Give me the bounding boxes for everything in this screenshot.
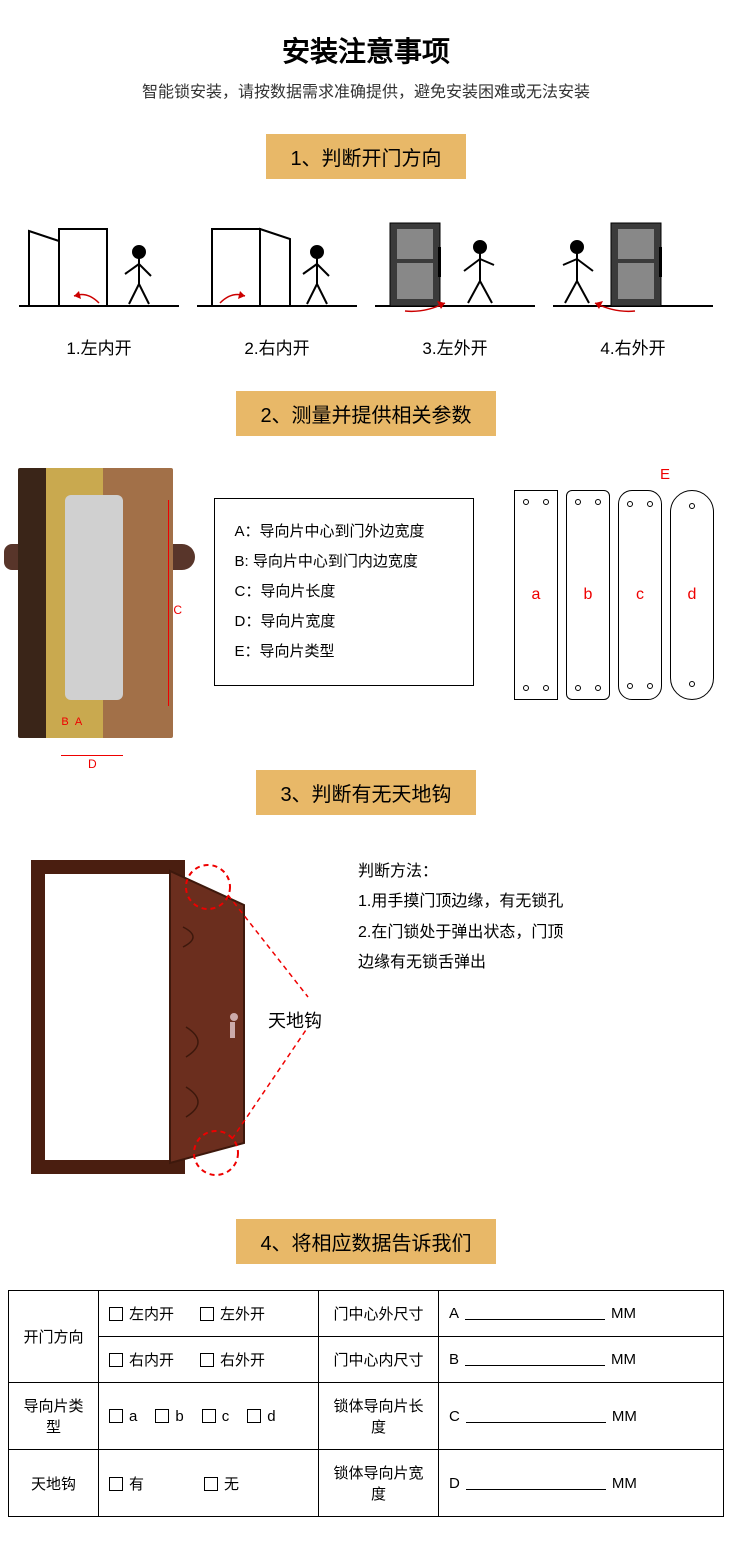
form-label-hook: 天地钩 bbox=[9, 1450, 99, 1517]
label-center-out: 门中心外尺寸 bbox=[319, 1291, 439, 1337]
section-header-3: 3、判断有无天地钩 bbox=[256, 770, 475, 815]
door-label: 1.左内开 bbox=[17, 334, 182, 359]
door-item: 2.右内开 bbox=[195, 211, 360, 359]
door-right-out-icon bbox=[553, 211, 713, 321]
field-a[interactable]: AMM bbox=[439, 1291, 724, 1337]
checkbox-right-in[interactable]: 右内开 bbox=[109, 1349, 174, 1370]
plate-a: a bbox=[514, 490, 558, 700]
label-guide-width: 锁体导向片宽度 bbox=[319, 1450, 439, 1517]
checkbox-right-out[interactable]: 右外开 bbox=[200, 1349, 265, 1370]
page-title: 安装注意事项 bbox=[0, 30, 732, 70]
checkbox-left-out[interactable]: 左外开 bbox=[200, 1303, 265, 1324]
field-d[interactable]: DMM bbox=[439, 1450, 724, 1517]
parameter-legend: A：导向片中心到门外边宽度 B: 导向片中心到门内边宽度 C：导向片长度 D：导… bbox=[214, 498, 474, 686]
method-title: 判断方法： bbox=[358, 857, 714, 887]
page-subtitle: 智能锁安装，请按数据需求准确提供，避免安装困难或无法安装 bbox=[0, 78, 732, 102]
form-label-direction: 开门方向 bbox=[9, 1291, 99, 1383]
door-label: 2.右内开 bbox=[195, 334, 360, 359]
door-item: 1.左内开 bbox=[17, 211, 182, 359]
door-item: 4.右外开 bbox=[551, 211, 716, 359]
method-2b: 边缘有无锁舌弹出 bbox=[358, 948, 714, 978]
guide-plate-types: E a b c d bbox=[514, 468, 714, 700]
checkbox-b[interactable]: b bbox=[155, 1408, 183, 1425]
method-1: 1.用手摸门顶边缘，有无锁孔 bbox=[358, 887, 714, 917]
label-guide-length: 锁体导向片长度 bbox=[319, 1383, 439, 1450]
label-center-in: 门中心内尺寸 bbox=[319, 1337, 439, 1383]
param-e: E：导向片类型 bbox=[235, 637, 453, 667]
plates-e-label: E bbox=[660, 466, 670, 483]
param-d: D：导向片宽度 bbox=[235, 607, 453, 637]
door-left-in-icon bbox=[19, 211, 179, 321]
plate-d: d bbox=[670, 490, 714, 700]
lock-photo: B A bbox=[18, 468, 173, 738]
checkbox-d[interactable]: d bbox=[247, 1408, 275, 1425]
measurement-form: 开门方向 左内开 左外开 门中心外尺寸 AMM 右内开 右外开 门中心内尺寸 B… bbox=[8, 1290, 724, 1517]
field-b[interactable]: BMM bbox=[439, 1337, 724, 1383]
hook-label: 天地钩 bbox=[268, 1007, 322, 1033]
checkbox-c[interactable]: c bbox=[202, 1408, 230, 1425]
hook-method-text: 判断方法： 1.用手摸门顶边缘，有无锁孔 2.在门锁处于弹出状态，门顶 边缘有无… bbox=[358, 847, 714, 979]
section-header-4: 4、将相应数据告诉我们 bbox=[236, 1219, 495, 1264]
form-label-guide-type: 导向片类型 bbox=[9, 1383, 99, 1450]
door-right-in-icon bbox=[197, 211, 357, 321]
section-header-2: 2、测量并提供相关参数 bbox=[236, 391, 495, 436]
plate-b: b bbox=[566, 490, 610, 700]
door-direction-row: 1.左内开 2.右内开 bbox=[10, 211, 722, 359]
door-label: 4.右外开 bbox=[551, 334, 716, 359]
param-c: C：导向片长度 bbox=[235, 577, 453, 607]
checkbox-a[interactable]: a bbox=[109, 1408, 137, 1425]
door-item: 3.左外开 bbox=[373, 211, 538, 359]
door-label: 3.左外开 bbox=[373, 334, 538, 359]
param-b: B: 导向片中心到门内边宽度 bbox=[235, 547, 453, 577]
door-left-out-icon bbox=[375, 211, 535, 321]
checkbox-left-in[interactable]: 左内开 bbox=[109, 1303, 174, 1324]
field-c[interactable]: CMM bbox=[439, 1383, 724, 1450]
method-2: 2.在门锁处于弹出状态，门顶 bbox=[358, 918, 714, 948]
door-hook-diagram: 天地钩 bbox=[18, 847, 338, 1187]
section-header-1: 1、判断开门方向 bbox=[266, 134, 465, 179]
plate-c: c bbox=[618, 490, 662, 700]
param-a: A：导向片中心到门外边宽度 bbox=[235, 517, 453, 547]
